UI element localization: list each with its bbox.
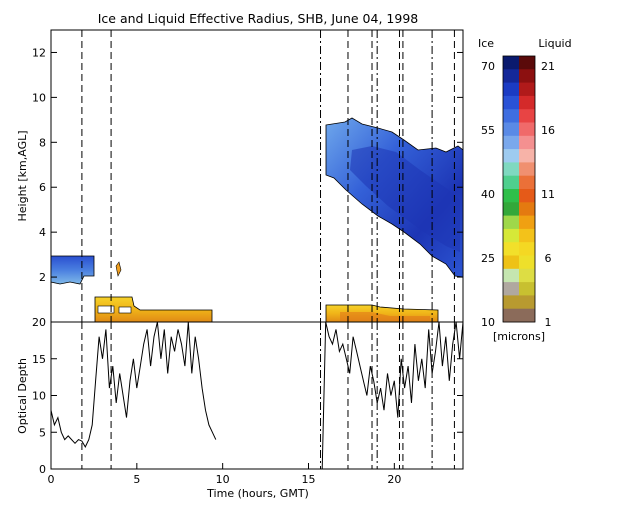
optical-depth-line: [321, 321, 464, 470]
optical-depth-axis-ticks: 0 5 10 15 20: [32, 316, 463, 476]
x-tick-label: 20: [387, 473, 401, 486]
colorbar-ice-cell: [503, 255, 519, 270]
colorbar-ice-cell: [503, 135, 519, 150]
y-tick-label: 6: [39, 181, 46, 194]
colorbar-ice-cell: [503, 175, 519, 190]
y-tick-label: 12: [32, 46, 46, 59]
colorbar-ice-cell: [503, 308, 519, 323]
colorbar-liquid-tick: 16: [541, 124, 555, 137]
colorbar-liquid-tick: 1: [545, 316, 552, 329]
y-tick-label: 15: [32, 353, 46, 366]
colorbar-liquid-cell: [519, 228, 535, 243]
colorbar-liquid-cell: [519, 82, 535, 97]
y-tick-label: 0: [39, 463, 46, 476]
colorbar-liquid-cell: [519, 295, 535, 310]
colorbar-liquid-cell: [519, 56, 535, 70]
y-tick-label: 4: [39, 226, 46, 239]
x-tick-label: 0: [48, 473, 55, 486]
colorbar-liquid-cell: [519, 175, 535, 190]
colorbar-liquid-cell: [519, 282, 535, 296]
liquid-cloud-early-gap-2: [118, 306, 132, 314]
colorbar-ice-cell: [503, 268, 519, 283]
ice-cloud-speck: [115, 261, 122, 277]
colorbar-ice-cell: [503, 82, 519, 97]
colorbar-ice-title: Ice: [478, 37, 494, 50]
colorbar-liquid-cell: [519, 69, 535, 83]
colorbar-ice-cell: [503, 162, 519, 177]
colorbar-ice-tick: 70: [481, 60, 495, 73]
colorbar-ice-cell: [503, 109, 519, 123]
y-tick-label: 20: [32, 316, 46, 329]
top-y-axis-label: Height [km,AGL]: [16, 130, 29, 221]
colorbar-liquid-cell: [519, 149, 535, 163]
chart-title: Ice and Liquid Effective Radius, SHB, Ju…: [98, 11, 419, 26]
colorbar-frame: [502, 55, 536, 323]
optical-depth-line: [50, 321, 217, 448]
colorbar-liquid-cell: [519, 109, 535, 123]
colorbar-ice-cell: [503, 295, 519, 310]
colorbar: Ice Liquid 70 55 40 25 10 21 16 11 6 1 [microns]: [478, 37, 572, 343]
bottom-plot-frame: [50, 321, 464, 470]
bottom-y-axis-label: Optical Depth: [16, 358, 29, 434]
x-tick-label: 5: [133, 473, 140, 486]
liquid-cloud-late-edge: [340, 312, 430, 321]
bottom-panel: 0 5 10 15 20 0 5 10 15 20 Optical Depth Time (ho…: [16, 316, 464, 500]
colorbar-liquid-cell: [519, 268, 535, 283]
colorbar-liquid-cell: [519, 202, 535, 216]
colorbar-ice-tick: 55: [481, 124, 495, 137]
cloud-field: [50, 117, 464, 323]
colorbar-liquid-cell: [519, 308, 535, 323]
ice-cloud-early: [50, 255, 95, 285]
top-panel: 2 4 6 8 10 12 Height [km,AGL]: [16, 29, 464, 323]
x-axis-label: Time (hours, GMT): [206, 487, 309, 500]
colorbar-liquid-title: Liquid: [538, 37, 571, 50]
height-axis-ticks: 2 4 6 8 10 12: [32, 46, 463, 284]
colorbar-ice-cell: [503, 228, 519, 243]
colorbar-ice-tick: 10: [481, 316, 495, 329]
colorbar-ice-tick: 25: [481, 252, 495, 265]
liquid-cloud-early-gap: [97, 305, 115, 314]
colorbar-ice-cell: [503, 282, 519, 296]
colorbar-ice-cell: [503, 215, 519, 230]
y-tick-label: 5: [39, 426, 46, 439]
colorbar-liquid-cell: [519, 135, 535, 150]
colorbar-ice-cell: [503, 122, 519, 137]
colorbar-liquid-cell: [519, 95, 535, 110]
y-tick-label: 2: [39, 271, 46, 284]
colorbar-units: [microns]: [493, 330, 545, 343]
x-tick-label: 10: [216, 473, 230, 486]
y-tick-label: 8: [39, 136, 46, 149]
colorbar-ice-cell: [503, 69, 519, 83]
colorbar-ice-cell: [503, 189, 519, 203]
colorbar-ice-cell: [503, 95, 519, 110]
colorbar-liquid-cell: [519, 189, 535, 203]
y-tick-label: 10: [32, 390, 46, 403]
colorbar-liquid-cell: [519, 255, 535, 270]
colorbar-liquid-cell: [519, 162, 535, 177]
colorbar-ice-cell: [503, 149, 519, 163]
y-tick-label: 10: [32, 91, 46, 104]
colorbar-cells: [503, 56, 535, 323]
transition-lines: [81, 322, 455, 469]
colorbar-ice-cell: [503, 56, 519, 70]
colorbar-liquid-cell: [519, 122, 535, 137]
x-tick-label: 15: [302, 473, 316, 486]
time-axis-ticks: 0 5 10 15 20: [48, 463, 401, 486]
colorbar-ice-cell: [503, 202, 519, 216]
colorbar-labels: 70 55 40 25 10 21 16 11 6 1: [481, 60, 555, 329]
colorbar-liquid-tick: 21: [541, 60, 555, 73]
colorbar-ice-tick: 40: [481, 188, 495, 201]
colorbar-liquid-cell: [519, 242, 535, 256]
transition-lines: [81, 30, 455, 322]
optical-depth-series: [50, 321, 464, 470]
colorbar-liquid-cell: [519, 215, 535, 230]
colorbar-liquid-tick: 6: [545, 252, 552, 265]
colorbar-ice-cell: [503, 242, 519, 256]
colorbar-liquid-tick: 11: [541, 188, 555, 201]
